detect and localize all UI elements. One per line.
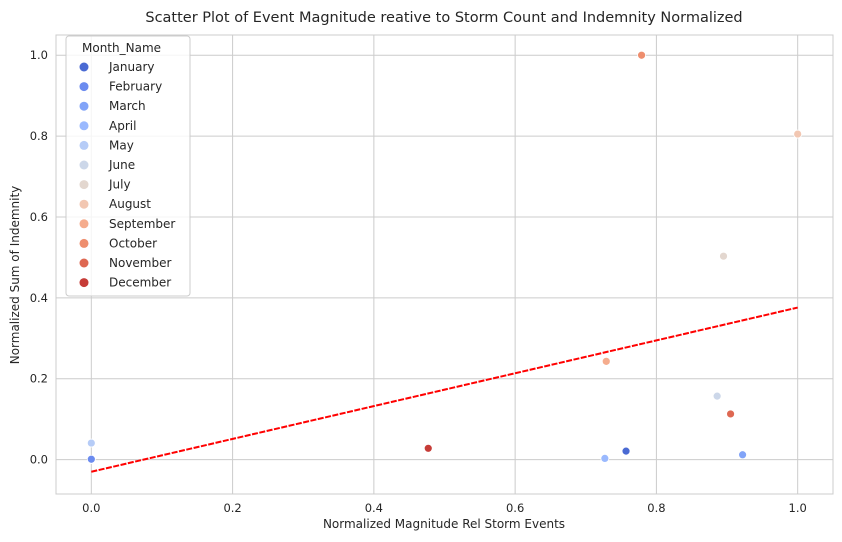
x-tick-label: 0.0	[82, 501, 100, 515]
legend: Month_Name JanuaryFebruaryMarchAprilMayJ…	[65, 35, 191, 297]
y-axis-label: Normalized Sum of Indemnity	[8, 186, 22, 365]
legend-marker	[79, 238, 89, 248]
trendline	[91, 306, 798, 473]
legend-label: November	[109, 256, 171, 270]
legend-marker	[79, 82, 89, 92]
x-tick-label: 0.2	[223, 501, 241, 515]
legend-label: January	[108, 60, 155, 74]
data-point	[86, 454, 96, 464]
y-tick-labels: 0.0 0.2 0.4 0.6 0.8 1.0	[30, 48, 48, 466]
legend-marker	[79, 62, 89, 72]
plot-frame	[55, 34, 834, 495]
chart-title: Scatter Plot of Event Magnitude reative …	[145, 10, 742, 26]
legend-label: October	[109, 236, 157, 250]
data-point	[719, 251, 728, 261]
data-point	[601, 356, 611, 366]
x-tick-label: 0.6	[506, 501, 524, 515]
data-point	[712, 391, 722, 401]
legend-label: February	[109, 80, 162, 94]
legend-marker	[79, 278, 89, 288]
legend-marker	[79, 160, 89, 170]
legend-label: June	[108, 158, 135, 172]
legend-marker	[79, 258, 89, 268]
legend-label: September	[109, 217, 175, 231]
legend-label: July	[108, 178, 131, 192]
legend-title: Month_Name	[82, 41, 161, 55]
y-tick-label: 0.0	[30, 453, 48, 467]
legend-label: May	[109, 138, 134, 152]
y-tick-label: 1.0	[30, 48, 48, 62]
trendline-layer	[91, 306, 798, 473]
data-point	[86, 438, 96, 448]
legend-label: August	[109, 197, 151, 211]
grid	[56, 35, 833, 494]
points-layer	[86, 50, 803, 465]
x-tick-label: 1.0	[789, 501, 807, 515]
data-point	[726, 409, 735, 419]
legend-marker	[79, 219, 89, 229]
y-tick-label: 0.6	[30, 210, 48, 224]
legend-label: March	[109, 99, 146, 113]
x-axis-label: Normalized Magnitude Rel Storm Events	[323, 517, 565, 531]
legend-marker	[79, 121, 89, 131]
y-tick-label: 0.8	[30, 129, 48, 143]
legend-entries: January February March April May June July Augu…	[79, 60, 175, 290]
x-tick-labels: 0.0 0.2 0.4 0.6 0.8 1.0	[82, 501, 807, 515]
legend-label: April	[109, 119, 136, 133]
data-point	[637, 50, 646, 60]
data-point	[600, 454, 610, 463]
y-tick-label: 0.4	[30, 291, 48, 305]
legend-marker	[79, 140, 89, 150]
legend-marker	[79, 199, 89, 209]
y-tick-label: 0.2	[30, 372, 48, 386]
data-point	[738, 450, 747, 460]
legend-marker	[79, 180, 89, 190]
legend-box	[65, 35, 191, 297]
legend-marker	[79, 101, 89, 111]
x-tick-label: 0.8	[647, 501, 665, 515]
legend-label: December	[109, 276, 171, 290]
x-tick-label: 0.4	[365, 501, 383, 515]
data-point	[423, 443, 433, 453]
data-point	[621, 446, 631, 456]
data-point	[793, 129, 803, 139]
